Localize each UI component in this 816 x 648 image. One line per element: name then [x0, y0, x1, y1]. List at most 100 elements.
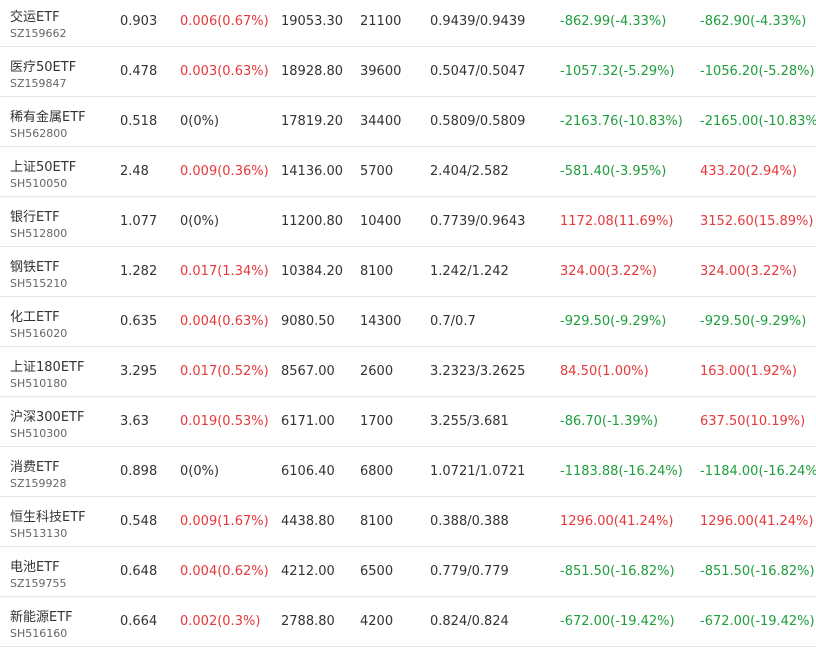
price-change: 0.009(1.67%) [180, 514, 269, 529]
holding-row[interactable]: 消费ETF SZ159928 0.898 0(0%) 6106.40 6800 … [0, 447, 816, 497]
market-value: 2788.80 [281, 614, 335, 629]
fund-name-cell[interactable]: 化工ETF SH516020 [10, 297, 115, 346]
fund-name[interactable]: 新能源ETF [10, 610, 73, 625]
price-change: 0.004(0.63%) [180, 314, 269, 329]
current-price: 0.903 [120, 14, 158, 29]
fund-name-cell[interactable]: 稀有金属ETF SH562800 [10, 97, 115, 146]
price-change: 0.002(0.3%) [180, 614, 261, 629]
holding-row[interactable]: 化工ETF SH516020 0.635 0.004(0.63%) 9080.5… [0, 297, 816, 347]
fund-code: SH510300 [10, 427, 68, 440]
fund-name[interactable]: 沪深300ETF [10, 410, 85, 425]
market-value: 9080.50 [281, 314, 335, 329]
holding-quantity: 1700 [360, 414, 394, 429]
fund-name-cell[interactable]: 电池ETF SZ159755 [10, 547, 115, 596]
floating-profit-loss: 324.00(3.22%) [560, 264, 657, 279]
fund-name-cell[interactable]: 上证50ETF SH510050 [10, 147, 115, 196]
cost-price: 0.9439/0.9439 [430, 14, 526, 29]
holding-quantity: 39600 [360, 64, 402, 79]
holding-row[interactable]: 稀有金属ETF SH562800 0.518 0(0%) 17819.20 34… [0, 97, 816, 147]
market-value: 4212.00 [281, 564, 335, 579]
fund-name[interactable]: 稀有金属ETF [10, 110, 86, 125]
market-value: 6171.00 [281, 414, 335, 429]
floating-profit-loss: -672.00(-19.42%) [560, 614, 675, 629]
market-value: 11200.80 [281, 214, 344, 229]
market-value: 6106.40 [281, 464, 335, 479]
holding-row[interactable]: 医疗50ETF SZ159847 0.478 0.003(0.63%) 1892… [0, 47, 816, 97]
fund-name[interactable]: 电池ETF [10, 560, 60, 575]
market-value: 8567.00 [281, 364, 335, 379]
market-value: 17819.20 [281, 114, 344, 129]
cost-price: 3.2323/3.2625 [430, 364, 526, 379]
current-price: 2.48 [120, 164, 149, 179]
floating-profit-loss: -862.99(-4.33%) [560, 14, 667, 29]
holding-quantity: 4200 [360, 614, 394, 629]
holding-row[interactable]: 银行ETF SH512800 1.077 0(0%) 11200.80 1040… [0, 197, 816, 247]
price-change: 0.017(0.52%) [180, 364, 269, 379]
market-value: 4438.80 [281, 514, 335, 529]
market-value: 19053.30 [281, 14, 344, 29]
fund-name[interactable]: 医疗50ETF [10, 60, 77, 75]
holding-row[interactable]: 恒生科技ETF SH513130 0.548 0.009(1.67%) 4438… [0, 497, 816, 547]
current-price: 3.63 [120, 414, 149, 429]
holding-row[interactable]: 上证180ETF SH510180 3.295 0.017(0.52%) 856… [0, 347, 816, 397]
holding-quantity: 6500 [360, 564, 394, 579]
fund-code: SH512800 [10, 227, 68, 240]
holding-row[interactable]: 钢铁ETF SH515210 1.282 0.017(1.34%) 10384.… [0, 247, 816, 297]
fund-name[interactable]: 钢铁ETF [10, 260, 60, 275]
fund-code: SZ159755 [10, 577, 67, 590]
current-price: 0.518 [120, 114, 158, 129]
total-profit-loss: -672.00(-19.42%) [700, 614, 815, 629]
total-profit-loss: -929.50(-9.29%) [700, 314, 807, 329]
holding-row[interactable]: 交运ETF SZ159662 0.903 0.006(0.67%) 19053.… [0, 0, 816, 47]
fund-code: SH516160 [10, 627, 68, 640]
fund-name[interactable]: 恒生科技ETF [10, 510, 86, 525]
fund-name-cell[interactable]: 钢铁ETF SH515210 [10, 247, 115, 296]
holding-row[interactable]: 新能源ETF SH516160 0.664 0.002(0.3%) 2788.8… [0, 597, 816, 647]
fund-name-cell[interactable]: 新能源ETF SH516160 [10, 597, 115, 646]
total-profit-loss: 324.00(3.22%) [700, 264, 797, 279]
cost-price: 0.824/0.824 [430, 614, 509, 629]
floating-profit-loss: -929.50(-9.29%) [560, 314, 667, 329]
price-change: 0.009(0.36%) [180, 164, 269, 179]
total-profit-loss: -1184.00(-16.24%) [700, 464, 816, 479]
fund-name-cell[interactable]: 消费ETF SZ159928 [10, 447, 115, 496]
holding-quantity: 2600 [360, 364, 394, 379]
fund-name[interactable]: 化工ETF [10, 310, 60, 325]
fund-name[interactable]: 消费ETF [10, 460, 60, 475]
price-change: 0(0%) [180, 114, 220, 129]
fund-name-cell[interactable]: 上证180ETF SH510180 [10, 347, 115, 396]
current-price: 3.295 [120, 364, 158, 379]
fund-name-cell[interactable]: 医疗50ETF SZ159847 [10, 47, 115, 96]
floating-profit-loss: -581.40(-3.95%) [560, 164, 667, 179]
holding-row[interactable]: 上证50ETF SH510050 2.48 0.009(0.36%) 14136… [0, 147, 816, 197]
fund-name[interactable]: 银行ETF [10, 210, 60, 225]
price-change: 0.006(0.67%) [180, 14, 269, 29]
current-price: 0.664 [120, 614, 158, 629]
fund-code: SH562800 [10, 127, 68, 140]
total-profit-loss: 433.20(2.94%) [700, 164, 797, 179]
fund-name[interactable]: 上证180ETF [10, 360, 85, 375]
holding-row[interactable]: 沪深300ETF SH510300 3.63 0.019(0.53%) 6171… [0, 397, 816, 447]
total-profit-loss: -851.50(-16.82%) [700, 564, 815, 579]
current-price: 1.282 [120, 264, 158, 279]
cost-price: 0.388/0.388 [430, 514, 509, 529]
floating-profit-loss: 1172.08(11.69%) [560, 214, 674, 229]
fund-code: SH516020 [10, 327, 68, 340]
fund-name-cell[interactable]: 恒生科技ETF SH513130 [10, 497, 115, 546]
fund-name[interactable]: 交运ETF [10, 10, 60, 25]
holding-row[interactable]: 电池ETF SZ159755 0.648 0.004(0.62%) 4212.0… [0, 547, 816, 597]
price-change: 0(0%) [180, 214, 220, 229]
price-change: 0.019(0.53%) [180, 414, 269, 429]
floating-profit-loss: -2163.76(-10.83%) [560, 114, 683, 129]
fund-name[interactable]: 上证50ETF [10, 160, 77, 175]
fund-name-cell[interactable]: 交运ETF SZ159662 [10, 0, 115, 46]
fund-code: SZ159662 [10, 27, 67, 40]
total-profit-loss: 637.50(10.19%) [700, 414, 806, 429]
fund-name-cell[interactable]: 银行ETF SH512800 [10, 197, 115, 246]
floating-profit-loss: -1183.88(-16.24%) [560, 464, 683, 479]
holding-quantity: 34400 [360, 114, 402, 129]
cost-price: 0.5809/0.5809 [430, 114, 526, 129]
fund-name-cell[interactable]: 沪深300ETF SH510300 [10, 397, 115, 446]
fund-code: SH510180 [10, 377, 68, 390]
